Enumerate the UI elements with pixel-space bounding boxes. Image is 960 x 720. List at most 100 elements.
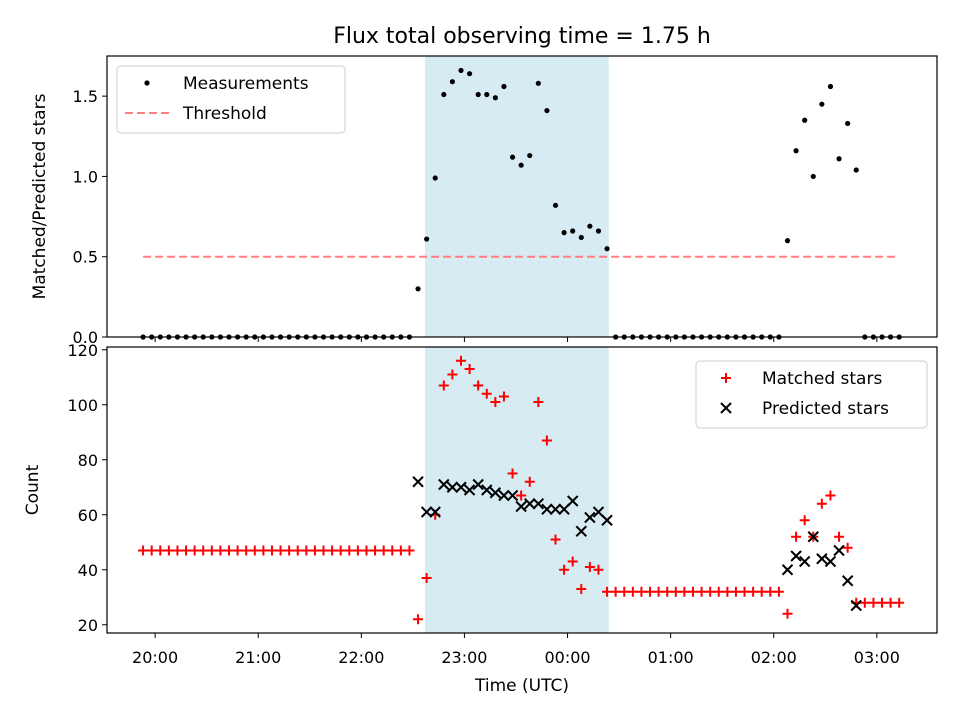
- matched-stars-point: [189, 545, 200, 556]
- matched-stars-point: [593, 564, 604, 575]
- predicted-stars-point: [798, 555, 811, 568]
- predicted-stars-point: [524, 498, 536, 510]
- matched-stars-point: [756, 586, 767, 597]
- predicted-stars-point: [558, 503, 570, 515]
- matched-stars-point: [224, 545, 235, 556]
- matched-stars-point: [258, 545, 269, 556]
- y-tick-label: 0.0: [73, 328, 98, 347]
- measurement-point: [595, 228, 602, 234]
- predicted-stars-point: [455, 481, 467, 493]
- matched-stars-point: [516, 490, 527, 501]
- matched-stars-point: [361, 545, 372, 556]
- measurement-point: [784, 238, 791, 244]
- measurement-point: [810, 173, 816, 180]
- predicted-stars-point: [412, 476, 424, 488]
- y-tick-label: 1.0: [73, 167, 98, 186]
- legend-marker: [144, 80, 150, 86]
- matched-stars-point: [335, 545, 346, 556]
- matched-stars-point: [670, 586, 681, 597]
- matched-stars-point: [541, 435, 552, 446]
- matched-stars-point: [404, 545, 415, 556]
- matched-stars-point: [584, 562, 595, 572]
- matched-stars-point: [524, 476, 535, 487]
- matched-stars-point: [662, 586, 673, 597]
- matched-stars-point: [146, 545, 157, 556]
- matched-stars-point: [275, 545, 286, 556]
- predicted-stars-point: [506, 489, 519, 502]
- predicted-stars-point: [584, 511, 596, 524]
- measurement-point: [845, 120, 851, 127]
- predicted-stars-point: [420, 506, 433, 518]
- y-tick-label: 60: [78, 506, 98, 525]
- matched-stars-point: [868, 597, 879, 608]
- measurement-point: [475, 91, 481, 98]
- predicted-stars-point: [816, 553, 828, 565]
- matched-stars-point: [877, 597, 888, 608]
- matched-stars-point: [782, 608, 793, 619]
- measurement-point: [466, 71, 473, 77]
- x-tick-label: 23:00: [441, 648, 487, 667]
- predicted-stars-point: [566, 495, 579, 507]
- matched-stars-point: [421, 573, 432, 583]
- matched-stars-point: [696, 586, 707, 597]
- matched-stars-point: [172, 545, 183, 556]
- predicted-stars-point: [463, 484, 476, 496]
- matched-stars-point: [602, 586, 613, 597]
- legend-marker: [720, 402, 732, 414]
- matched-stars-point: [885, 597, 896, 608]
- measurement-point: [544, 107, 550, 114]
- observing-window-band: [424, 56, 609, 337]
- matched-stars-point: [292, 545, 303, 556]
- measurement-point: [802, 117, 808, 123]
- x-tick-label: 20:00: [132, 648, 178, 667]
- matched-stars-point: [653, 586, 664, 597]
- y-tick-label: 20: [78, 616, 98, 635]
- matched-stars-point: [799, 515, 810, 526]
- measurement-point: [819, 101, 825, 107]
- matched-stars-point: [249, 545, 260, 556]
- legend-label: Measurements: [183, 74, 309, 94]
- predicted-stars-point: [841, 575, 854, 587]
- matched-stars-point: [816, 498, 827, 509]
- legend-label: Matched stars: [762, 369, 882, 389]
- predicted-stars-point: [515, 500, 527, 513]
- matched-stars-point: [773, 586, 784, 597]
- matched-stars-point: [395, 545, 406, 556]
- matched-stars-point: [232, 545, 243, 556]
- measurement-point: [587, 223, 593, 229]
- matched-stars-point: [576, 584, 587, 594]
- measurement-point: [836, 156, 842, 162]
- matched-stars-point: [559, 564, 570, 575]
- predicted-stars-point: [481, 484, 493, 496]
- predicted-stars-point: [498, 489, 510, 502]
- predicted-stars-point: [541, 503, 553, 515]
- matched-stars-point: [163, 545, 174, 556]
- matched-stars-point: [722, 586, 733, 597]
- matched-stars-point: [413, 614, 424, 625]
- matched-stars-point: [344, 545, 355, 556]
- matched-stars-point: [825, 490, 836, 501]
- y-tick-label: 80: [78, 451, 98, 470]
- matched-stars-point: [730, 586, 741, 597]
- matched-stars-point: [198, 545, 209, 556]
- matched-stars-point: [498, 391, 509, 402]
- y-tick-label: 120: [67, 341, 98, 360]
- matched-stars-point: [627, 586, 638, 597]
- matched-stars-point: [266, 545, 277, 556]
- measurement-point: [501, 83, 507, 90]
- matched-stars-point: [318, 545, 329, 556]
- matched-stars-point: [679, 586, 690, 597]
- matched-stars-point: [438, 380, 449, 391]
- matched-stars-point: [739, 586, 750, 597]
- predicted-stars-point: [807, 531, 819, 543]
- y-tick-label: 1.5: [73, 87, 98, 106]
- matched-stars-point: [490, 397, 501, 407]
- panel-counts: 20 40 60 80 100 120 20:00 21:00 22:00 23:00 00:00 0…: [23, 341, 938, 667]
- measurement-point: [518, 162, 524, 168]
- measurement-point: [827, 83, 834, 90]
- matched-stars-point: [567, 556, 578, 567]
- matched-stars-point: [533, 397, 544, 407]
- matched-stars-point: [550, 534, 561, 545]
- measurement-point: [441, 91, 447, 98]
- matched-stars-point: [215, 545, 226, 556]
